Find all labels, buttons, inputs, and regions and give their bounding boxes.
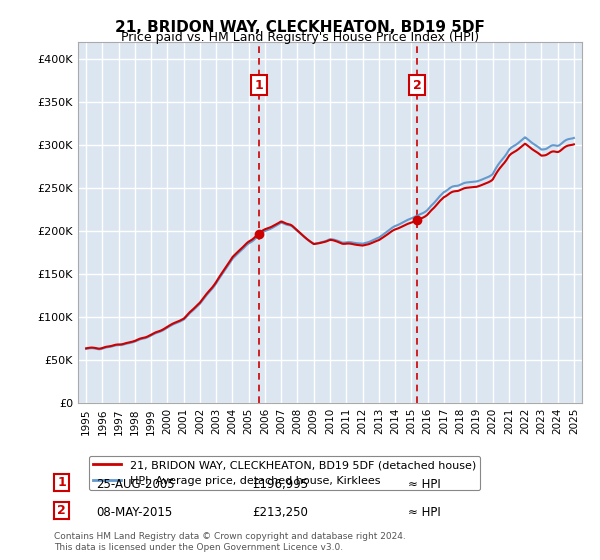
Legend: 21, BRIDON WAY, CLECKHEATON, BD19 5DF (detached house), HPI: Average price, deta: 21, BRIDON WAY, CLECKHEATON, BD19 5DF (d… [89,456,481,490]
Text: ≈ HPI: ≈ HPI [408,478,441,491]
Text: 21, BRIDON WAY, CLECKHEATON, BD19 5DF: 21, BRIDON WAY, CLECKHEATON, BD19 5DF [115,20,485,35]
Text: £213,250: £213,250 [252,506,308,519]
Text: 2: 2 [413,78,421,91]
Text: 08-MAY-2015: 08-MAY-2015 [96,506,172,519]
Text: 2: 2 [57,504,66,517]
Text: 1: 1 [255,78,263,91]
Text: 25-AUG-2005: 25-AUG-2005 [96,478,175,491]
Text: 1: 1 [57,476,66,489]
Text: ≈ HPI: ≈ HPI [408,506,441,519]
Text: £196,995: £196,995 [252,478,308,491]
Text: Price paid vs. HM Land Registry's House Price Index (HPI): Price paid vs. HM Land Registry's House … [121,31,479,44]
Text: Contains HM Land Registry data © Crown copyright and database right 2024.: Contains HM Land Registry data © Crown c… [54,532,406,541]
Text: This data is licensed under the Open Government Licence v3.0.: This data is licensed under the Open Gov… [54,543,343,552]
